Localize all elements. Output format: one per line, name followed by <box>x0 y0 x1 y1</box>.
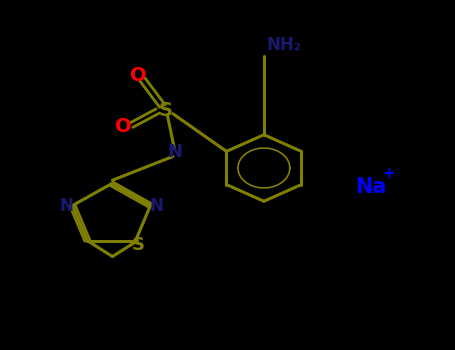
Text: S: S <box>131 236 144 254</box>
Text: N: N <box>60 196 74 215</box>
Text: O: O <box>131 66 147 85</box>
Text: NH₂: NH₂ <box>266 36 301 55</box>
Text: O: O <box>115 117 131 135</box>
Text: Na: Na <box>355 177 386 197</box>
Text: N: N <box>168 143 182 161</box>
Text: N: N <box>149 196 163 215</box>
Text: +: + <box>383 166 395 181</box>
Text: S: S <box>159 101 173 120</box>
